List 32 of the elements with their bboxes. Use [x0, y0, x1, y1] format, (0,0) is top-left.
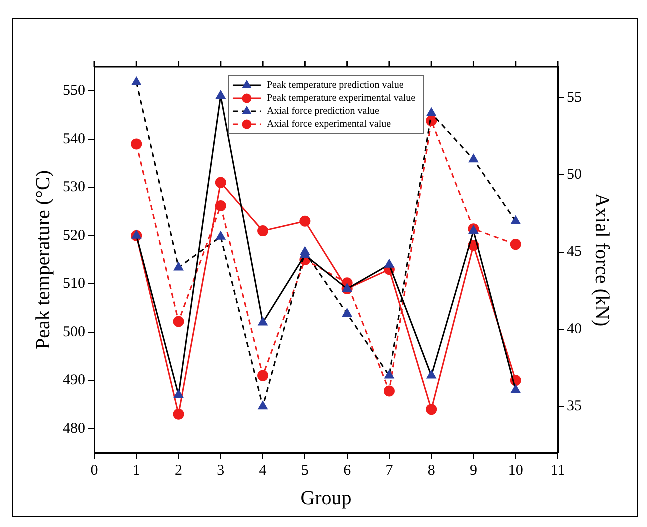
y-tick-label: 510 [63, 276, 86, 292]
x-tick-label: 8 [428, 462, 436, 479]
y-tick-label: 490 [63, 372, 86, 389]
y-tick-label: 520 [63, 228, 86, 244]
y-axis-title: Peak temperature (°C) [32, 170, 54, 350]
x-tick-label: 9 [470, 462, 478, 479]
x-tick-label: 6 [344, 462, 352, 479]
x-tick-label: 10 [508, 462, 524, 479]
y2-tick-label: 50 [567, 167, 582, 184]
x-tick-label: 4 [259, 462, 268, 479]
x-tick-label: 0 [90, 462, 98, 479]
legend-label: Axial force prediction value [266, 106, 380, 118]
x-axis-title: Group [300, 487, 352, 510]
y2-tick-label: 55 [567, 90, 582, 106]
x-tick-label: 5 [301, 462, 309, 479]
x-tick-label: 1 [132, 462, 140, 479]
x-tick-label: 7 [386, 462, 394, 479]
y2-tick-label: 35 [567, 398, 582, 415]
y-tick-label: 530 [63, 180, 86, 196]
y-tick-label: 540 [63, 131, 86, 148]
y-tick-label: 480 [63, 420, 86, 437]
legend-label: Peak temperature prediction value [266, 80, 404, 92]
y-tick-label: 550 [63, 83, 86, 100]
legend-label: Peak temperature experimental value [266, 93, 416, 104]
legend-label: Axial force experimental value [266, 119, 392, 130]
x-tick-label: 2 [175, 462, 183, 479]
x-tick-label: 11 [550, 462, 566, 479]
x-tick-label: 3 [217, 462, 225, 479]
y-tick-label: 500 [63, 324, 86, 340]
y2-tick-label: 40 [567, 321, 582, 338]
y2-tick-label: 45 [567, 244, 582, 260]
y2-axis-title: Axial force (kN) [590, 193, 613, 327]
